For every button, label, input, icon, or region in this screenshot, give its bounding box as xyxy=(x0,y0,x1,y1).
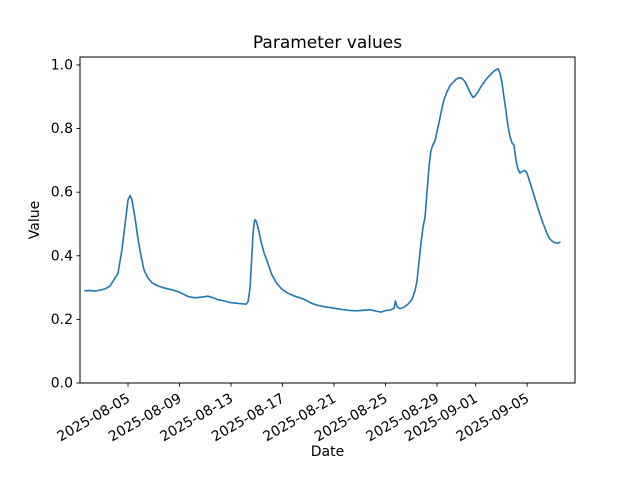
x-axis-label: Date xyxy=(310,444,345,460)
y-tick-label: 1.0 xyxy=(51,57,73,73)
y-tick-label: 0.2 xyxy=(51,312,73,328)
y-tick-label: 0.8 xyxy=(51,121,73,137)
y-tick-label: 0.4 xyxy=(51,248,73,264)
chart-title: Parameter values xyxy=(252,33,403,53)
y-tick-label: 0.0 xyxy=(51,376,73,392)
data-line-parameter xyxy=(84,68,561,313)
y-tick-label: 0.6 xyxy=(51,185,73,201)
axes-spines xyxy=(79,56,576,384)
